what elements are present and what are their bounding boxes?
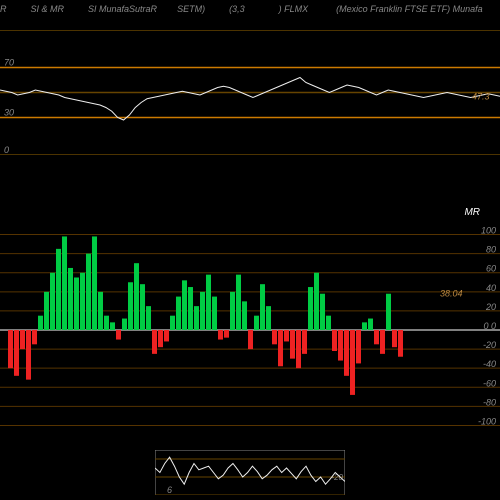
svg-text:60: 60	[486, 264, 496, 274]
header-item: (Mexico Franklin FTSE ETF) Munafa	[336, 4, 483, 18]
header-item: SETM)	[177, 4, 205, 18]
svg-text:0: 0	[4, 145, 9, 155]
svg-text:-100: -100	[478, 416, 496, 426]
header-item: SI MunafaSutraR	[88, 4, 157, 18]
header-item: R	[0, 4, 7, 18]
svg-text:-60: -60	[483, 378, 496, 388]
bar-chart-svg: 100 80 60 40 20 0 0 -20 -40 -60 -80 -100 38.04	[0, 225, 500, 435]
header-item: SI & MR	[31, 4, 65, 18]
svg-text:40: 40	[486, 283, 496, 293]
svg-text:38.04: 38.04	[440, 289, 463, 299]
svg-text:0 0: 0 0	[483, 321, 496, 331]
svg-text:6: 6	[167, 485, 172, 495]
header-item: ) FLMX	[279, 4, 309, 18]
svg-text:20: 20	[485, 302, 496, 312]
svg-text:30: 30	[4, 108, 14, 118]
svg-text:-20: -20	[483, 340, 496, 350]
sub-chart-svg: -206	[155, 450, 345, 495]
svg-text:-40: -40	[483, 359, 496, 369]
svg-text:47.3: 47.3	[472, 91, 490, 101]
line-chart-svg: 1007030047.3	[0, 30, 500, 155]
header-item: (3,3	[229, 4, 245, 18]
mr-title: MR	[464, 207, 480, 218]
svg-text:70: 70	[4, 58, 14, 68]
svg-text:80: 80	[486, 245, 496, 255]
svg-text:-80: -80	[483, 397, 496, 407]
chart-header: R SI & MR SI MunafaSutraR SETM) (3,3 ) F…	[0, 4, 500, 18]
svg-text:100: 100	[481, 226, 496, 236]
sub-line-chart: -206	[155, 450, 345, 495]
rsi-line-chart: 1007030047.3	[0, 30, 500, 155]
mr-bar-chart: 100806040200 0-20-40-60-80-10038.04 MR	[0, 225, 500, 435]
